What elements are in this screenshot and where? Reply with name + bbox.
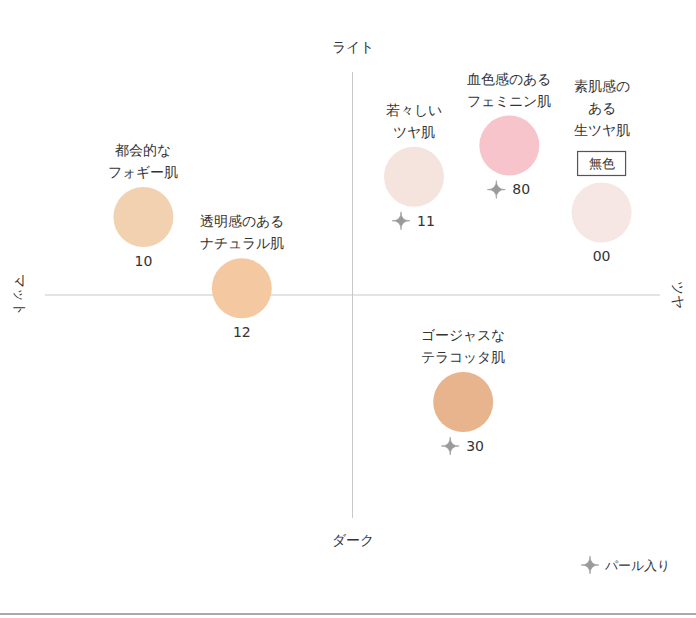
shade-swatch [572,182,632,242]
shade-swatch [113,187,173,247]
badge-label: 無色 [589,156,615,171]
shade-number: 11 [417,213,435,229]
shade-description: 都会的な [115,142,171,158]
pearl-icon [392,212,410,230]
shade-description: ある [588,100,616,116]
shade-description: ナチュラル肌 [200,235,284,251]
shade-swatch [479,116,539,176]
shade-number: 00 [593,248,611,264]
shade-swatch [433,372,493,432]
bottom-rule [0,614,696,615]
shade-description: ツヤ肌 [393,124,435,140]
axis-label-bottom: ダーク [332,532,374,548]
shade-description: 透明感のある [200,213,284,229]
y-axis-line [352,72,353,518]
points [113,116,631,432]
shade-swatch [384,147,444,207]
shade-description: 素肌感の [574,78,630,94]
axis-label-left: マット [12,274,28,316]
shade-description: フェミニン肌 [467,93,551,109]
shade-description: 生ツヤ肌 [574,122,630,138]
shade-description: 若々しい [386,102,442,118]
axis-label-right: ツヤ [670,281,686,309]
pearl-icon [487,181,505,199]
legend-label: パール入り [604,558,670,573]
shade-number: 30 [466,438,484,454]
shade-swatch [212,258,272,318]
shade-number: 80 [512,181,530,197]
pearl-icon [441,437,459,455]
badge-box [578,151,626,175]
shade-number: 10 [134,253,152,269]
labels: 都会的なフォギー肌 10 透明感のあるナチュラル肌 12 若々しいツヤ肌 11 血色感のある… [108,71,629,455]
chart: ライトダーク マット ツヤ 都会的なフォギー肌 10 透明感のあるナチュラル肌 12 若々しい… [0,0,696,618]
shade-description: フォギー肌 [108,164,178,180]
shade-description: ゴージャスな [421,327,505,343]
shade-description: テラコッタ肌 [421,349,505,365]
legend-pearl-icon [581,556,599,574]
shade-description: 血色感のある [467,71,551,87]
axis-label-top: ライト [332,39,374,55]
shade-number: 12 [233,324,251,340]
